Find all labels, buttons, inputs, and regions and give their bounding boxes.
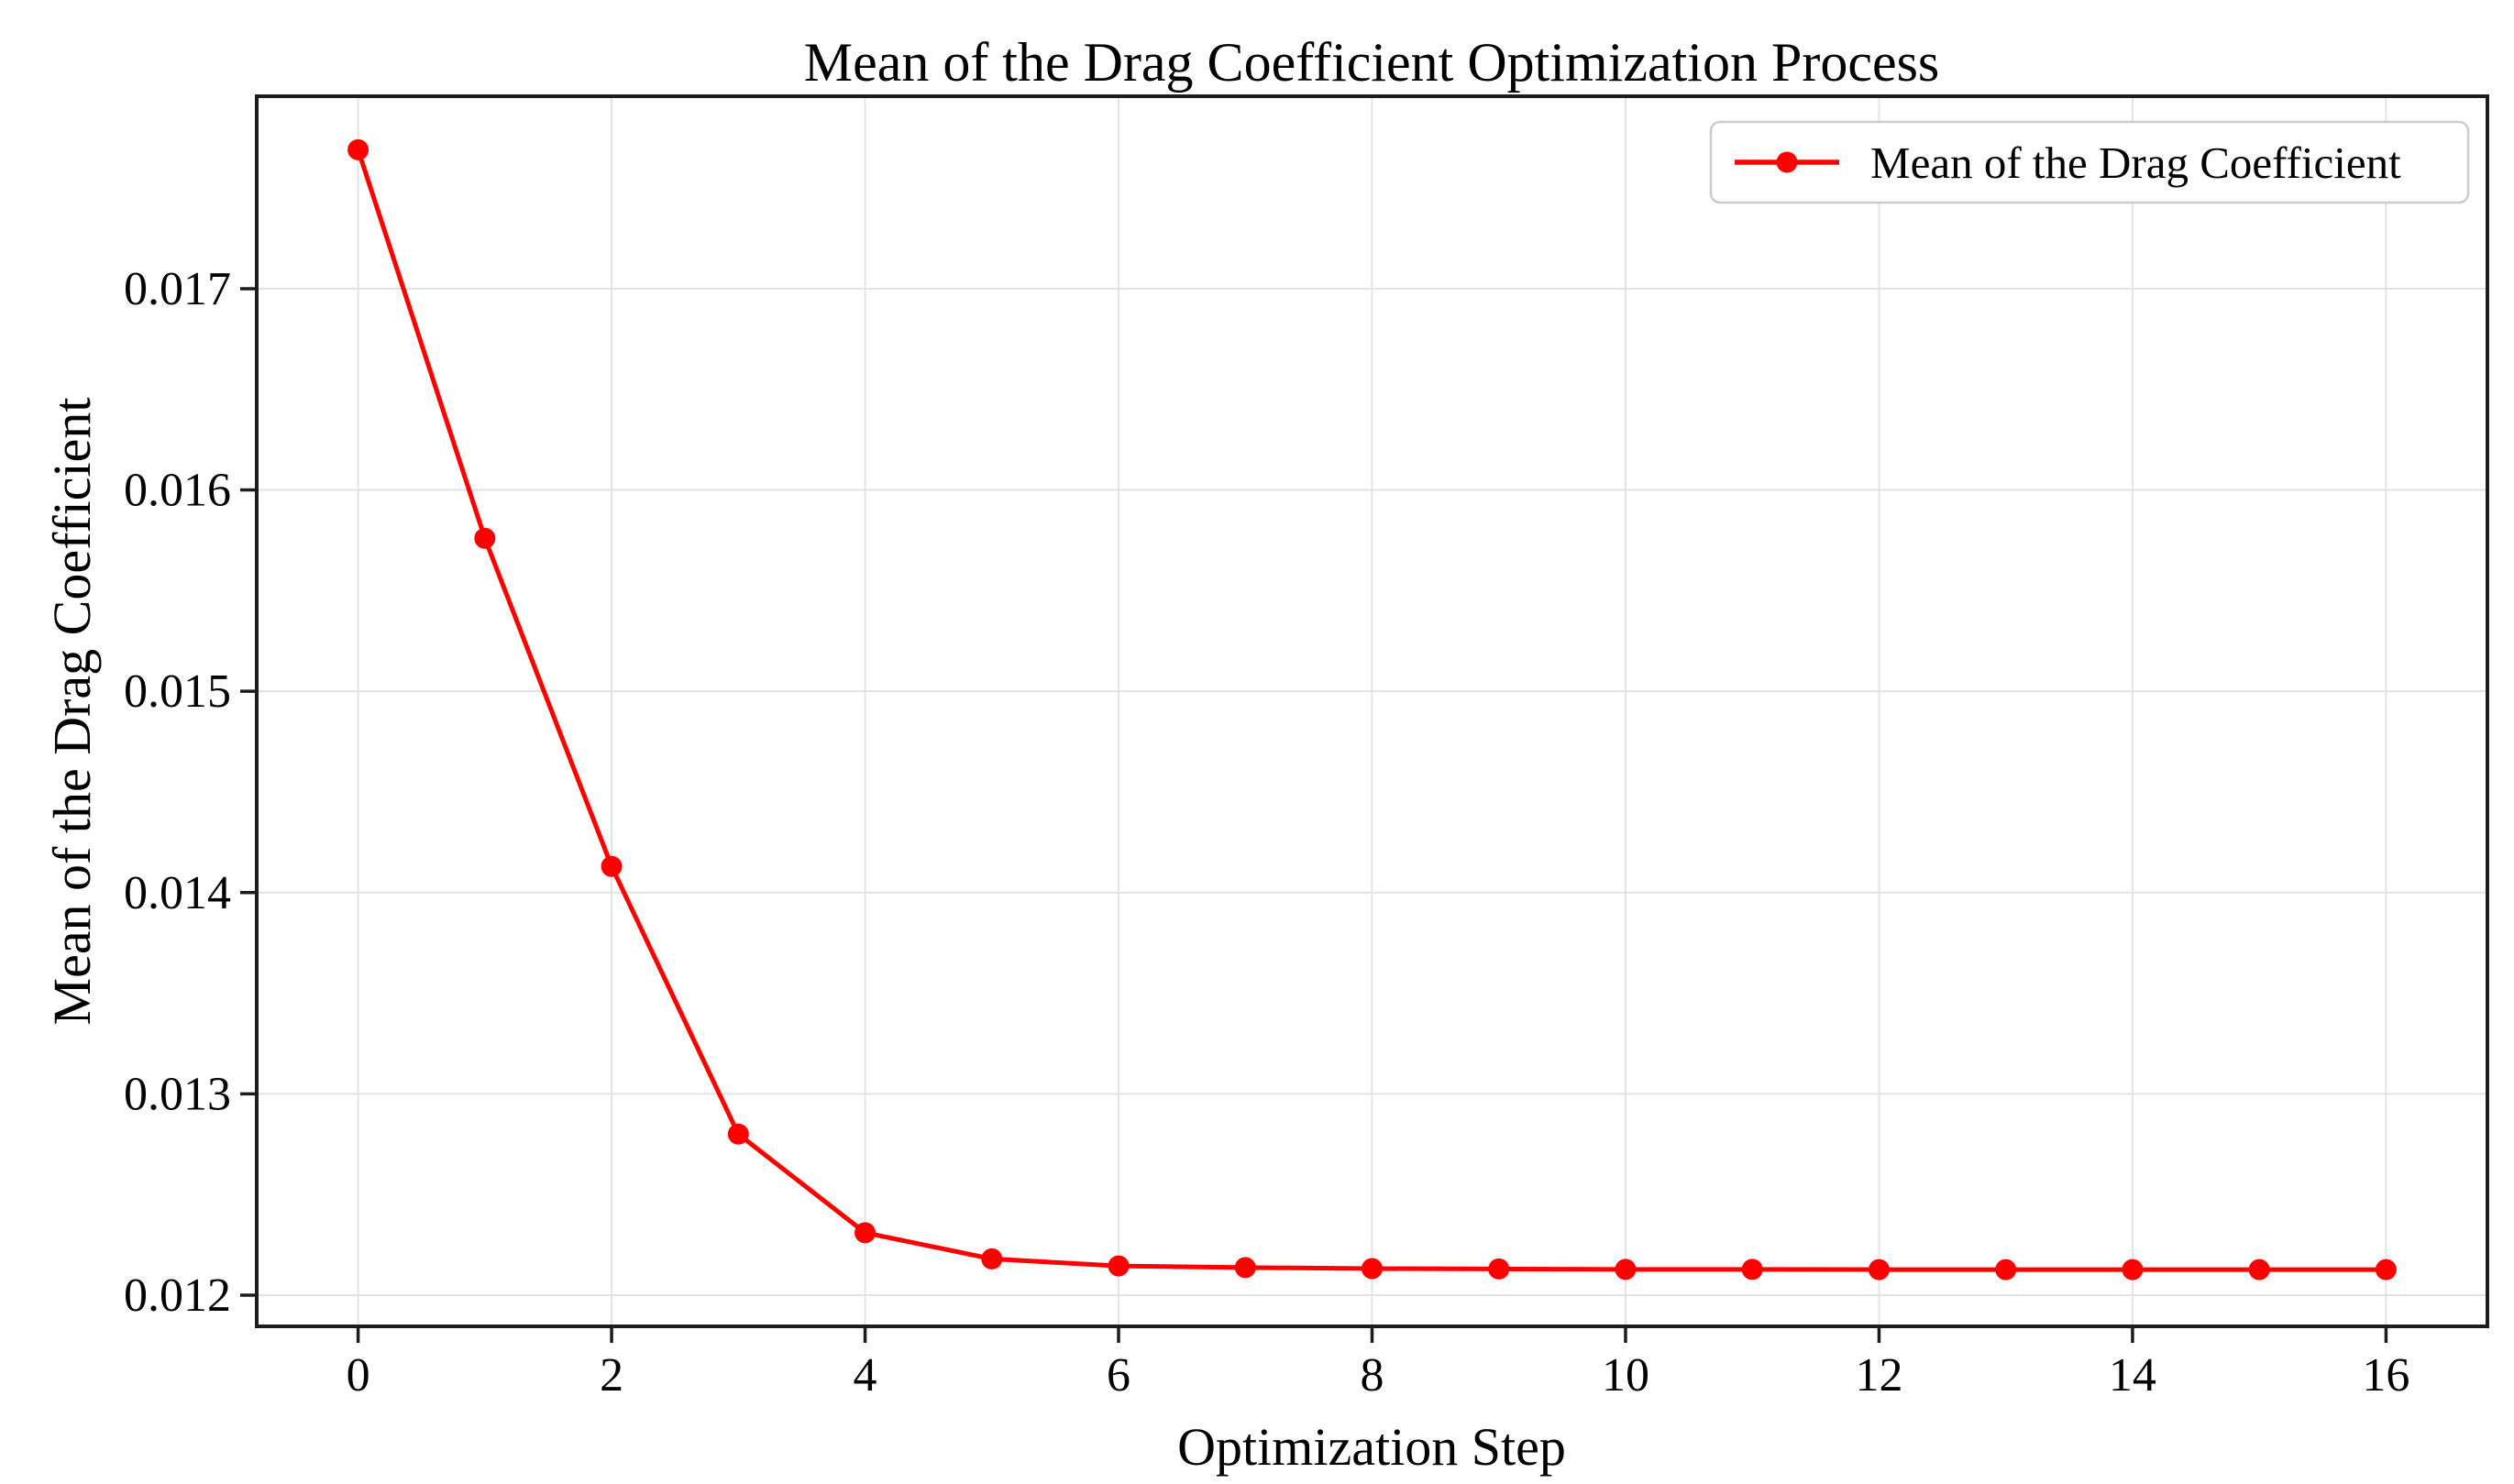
data-point-marker	[727, 1123, 749, 1145]
data-point-marker	[981, 1248, 1003, 1270]
data-point-marker	[2248, 1259, 2270, 1281]
data-point-marker	[1868, 1259, 1890, 1281]
x-tick-label: 6	[1107, 1349, 1130, 1402]
data-point-marker	[2122, 1259, 2144, 1281]
legend-marker-icon	[1776, 151, 1798, 173]
data-point-marker	[601, 855, 623, 877]
y-tick-label: 0.014	[124, 867, 231, 919]
tick-layer	[240, 287, 2388, 1343]
data-point-marker	[1108, 1255, 1130, 1277]
x-tick-label: 16	[2362, 1349, 2409, 1402]
plot-frame	[255, 94, 2489, 1328]
x-tick-label: 0	[347, 1349, 370, 1402]
tick-label-layer: 0 2 4 6 8 10 12 14 16 0.012 0.013 0.014 0.015 0.016 0.…	[124, 263, 2409, 1402]
y-tick-label: 0.012	[124, 1270, 231, 1322]
data-point-marker	[1488, 1258, 1510, 1280]
data-point-marker	[1995, 1259, 2017, 1281]
x-tick-label: 10	[1602, 1349, 1649, 1402]
y-tick-label: 0.016	[124, 465, 231, 517]
data-point-marker	[1362, 1258, 1383, 1280]
data-point-marker	[1615, 1259, 1637, 1281]
x-tick-label: 14	[2109, 1349, 2156, 1402]
x-tick-label: 2	[600, 1349, 623, 1402]
legend: Mean of the Drag Coefficient	[1709, 120, 2470, 204]
data-point-marker	[1741, 1259, 1763, 1281]
x-tick-label: 4	[854, 1349, 877, 1402]
x-tick-label: 12	[1855, 1349, 1902, 1402]
y-tick-label: 0.017	[124, 263, 231, 315]
chart-title: Mean of the Drag Coefficient Optimizatio…	[804, 32, 1940, 93]
x-tick-label: 8	[1361, 1349, 1384, 1402]
data-point-marker	[855, 1222, 877, 1244]
data-point-marker	[474, 527, 496, 549]
y-tick-label: 0.015	[124, 665, 231, 718]
grid-layer	[257, 96, 2487, 1326]
data-point-marker	[1234, 1257, 1256, 1279]
x-axis-label: Optimization Step	[1177, 1417, 1566, 1477]
series-layer	[347, 138, 2397, 1281]
data-point-marker	[347, 138, 369, 160]
y-tick-label: 0.013	[124, 1068, 231, 1120]
y-axis-label: Mean of the Drag Coefficient	[42, 397, 102, 1025]
legend-entry-label: Mean of the Drag Coefficient	[1870, 137, 2401, 188]
legend-box	[1709, 120, 2470, 204]
data-point-marker	[2375, 1259, 2397, 1281]
